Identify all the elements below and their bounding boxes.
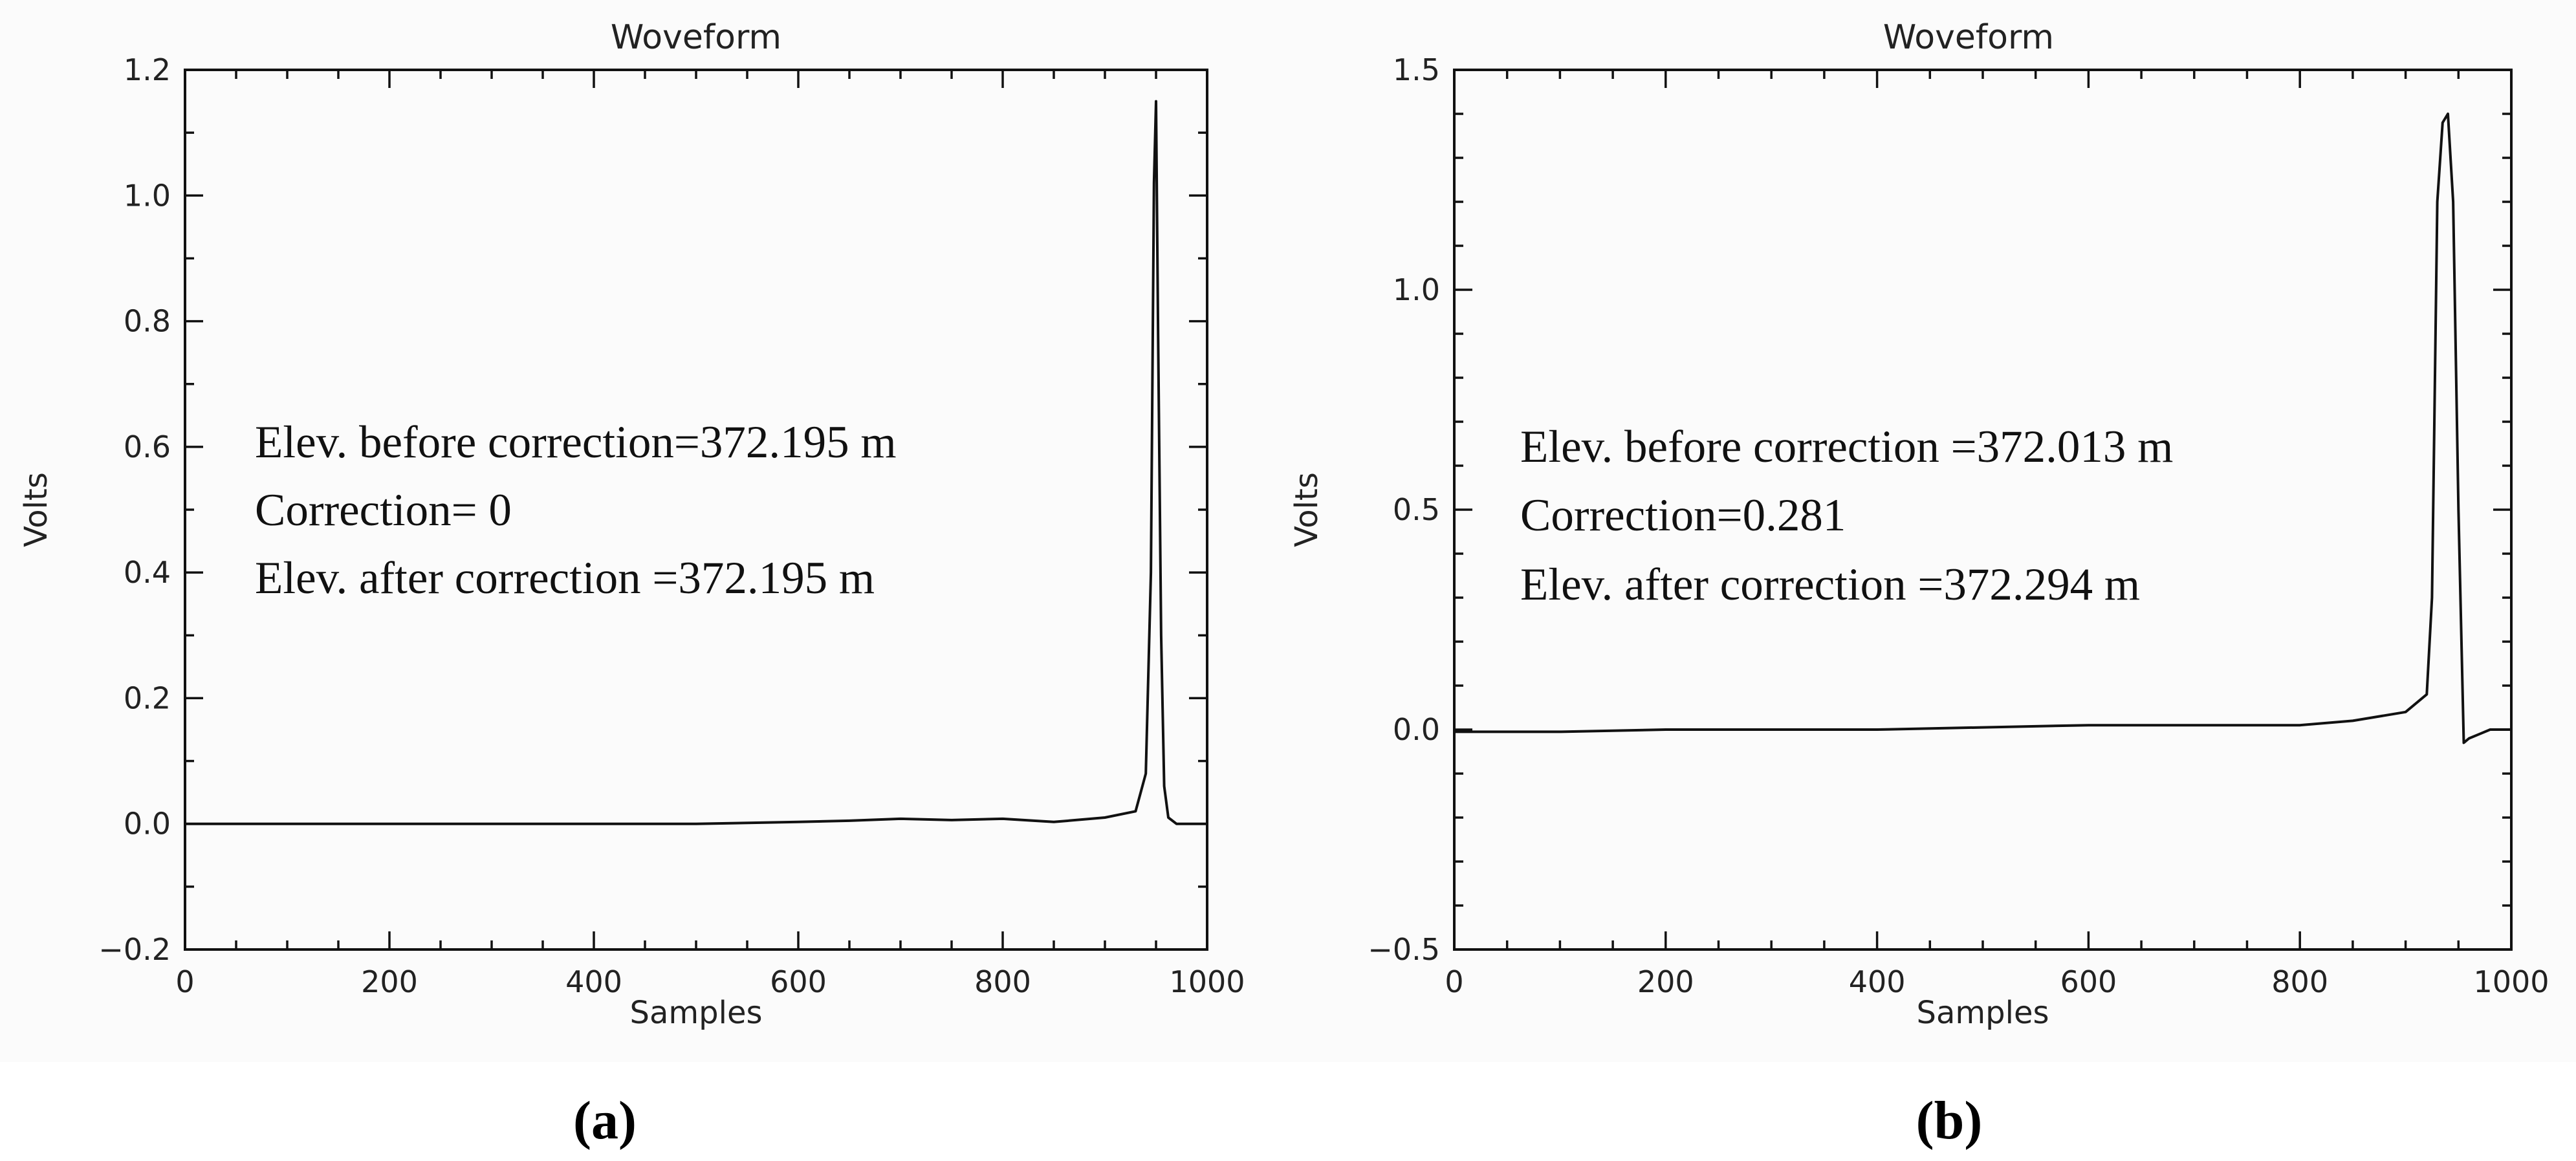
panel-b-caption: (b) xyxy=(1916,1090,1983,1151)
panel-a-annotation-line-1: Elev. before correction=372.195 m xyxy=(255,417,897,468)
x-tick-label: 600 xyxy=(770,964,827,999)
panel-a-ticks xyxy=(184,69,1208,951)
panel-a-annotation-line-3: Elev. after correction =372.195 m xyxy=(255,553,875,603)
x-tick-label: 400 xyxy=(1849,964,1906,999)
panel-b: Woveform 0 200 400 600 800 1000 −0.5 0.0 0.5 1.0… xyxy=(1289,18,2549,1151)
x-tick-label: 800 xyxy=(974,964,1031,999)
y-tick-label: 0.0 xyxy=(124,807,171,841)
y-tick-label: 1.0 xyxy=(124,178,171,213)
panel-b-ticks xyxy=(1453,69,2513,951)
x-tick-label: 200 xyxy=(361,964,418,999)
panel-a-x-axis-label: Samples xyxy=(630,995,763,1031)
panel-a: Woveform 0 200 400 600 800 1000 −0.2 0.0 0.2 0.4… xyxy=(18,18,1245,1151)
panel-b-annotation-line-2: Correction=0.281 xyxy=(1520,490,1846,541)
panel-b-annotation-line-1: Elev. before correction =372.013 m xyxy=(1520,422,2173,472)
y-tick-label: 0.4 xyxy=(124,555,171,590)
panel-a-caption: (a) xyxy=(573,1090,637,1151)
panel-a-y-tick-labels: −0.2 0.0 0.2 0.4 0.6 0.8 1.0 1.2 xyxy=(98,52,171,967)
x-tick-label: 600 xyxy=(2060,964,2117,999)
panel-b-annotation-line-3: Elev. after correction =372.294 m xyxy=(1520,559,2140,610)
y-tick-label: 0.8 xyxy=(124,304,171,339)
panel-b-title: Woveform xyxy=(1883,18,2054,57)
y-tick-label: 1.0 xyxy=(1393,272,1440,307)
x-tick-label: 800 xyxy=(2271,964,2328,999)
panel-a-background xyxy=(0,0,1271,1062)
panel-a-title: Woveform xyxy=(611,18,781,57)
y-tick-label: −0.5 xyxy=(1368,932,1440,967)
panel-a-annotation-line-2: Correction= 0 xyxy=(255,485,512,536)
x-tick-label: 1000 xyxy=(1169,964,1245,999)
panel-b-y-tick-labels: −0.5 0.0 0.5 1.0 1.5 xyxy=(1368,52,1440,967)
panel-b-background xyxy=(1271,0,2576,1062)
panel-a-x-tick-labels: 0 200 400 600 800 1000 xyxy=(175,964,1245,999)
x-tick-label: 1000 xyxy=(2473,964,2549,999)
y-tick-label: 0.2 xyxy=(124,680,171,715)
panel-b-x-tick-labels: 0 200 400 600 800 1000 xyxy=(1445,964,2549,999)
panel-a-waveform-line xyxy=(185,100,1207,825)
y-tick-label: 1.2 xyxy=(124,52,171,87)
panel-b-y-axis-label: Volts xyxy=(1289,472,1325,547)
y-tick-label: 1.5 xyxy=(1393,52,1440,87)
y-tick-label: −0.2 xyxy=(98,932,171,967)
y-tick-label: 0.0 xyxy=(1393,712,1440,747)
x-tick-label: 0 xyxy=(175,964,194,999)
y-tick-label: 0.6 xyxy=(124,429,171,464)
x-tick-label: 400 xyxy=(565,964,622,999)
x-tick-label: 0 xyxy=(1445,964,1463,999)
y-tick-label: 0.5 xyxy=(1393,492,1440,527)
panel-a-y-axis-label: Volts xyxy=(18,472,54,547)
panel-b-waveform-line xyxy=(1454,113,2511,744)
x-tick-label: 200 xyxy=(1637,964,1694,999)
panel-b-x-axis-label: Samples xyxy=(1917,995,2049,1031)
